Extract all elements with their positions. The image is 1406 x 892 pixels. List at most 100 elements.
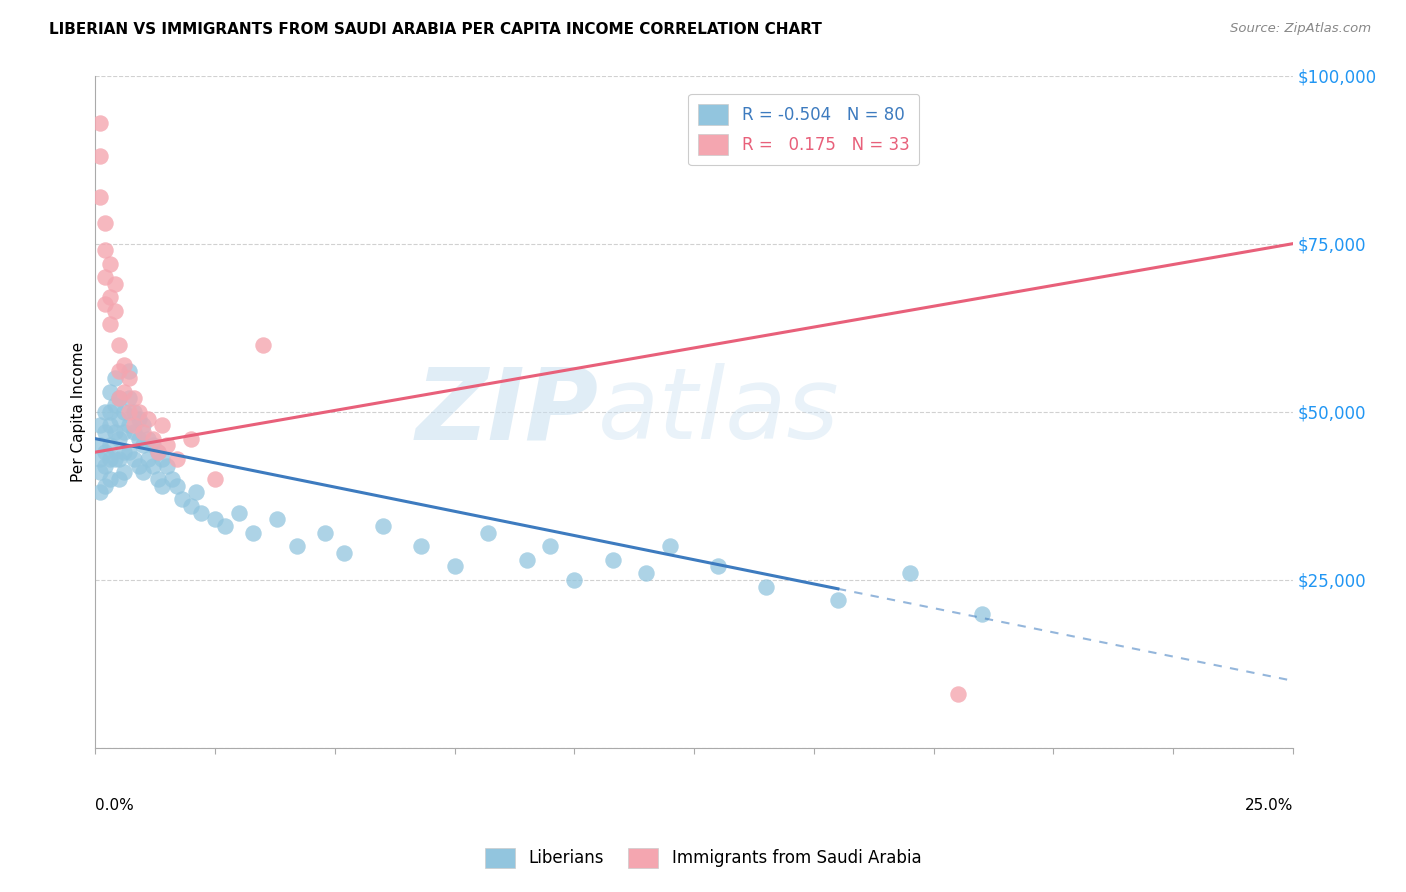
Point: [156, 438, 179, 452]
Point: [108, 451, 131, 466]
Point: [122, 451, 145, 466]
Point: [94, 270, 117, 285]
Point: [98, 405, 121, 419]
Point: [112, 405, 135, 419]
Point: [371, 519, 394, 533]
Point: [152, 479, 174, 493]
Point: [122, 405, 145, 419]
Point: [94, 458, 117, 473]
Point: [94, 405, 117, 419]
Point: [94, 244, 117, 258]
Point: [112, 358, 135, 372]
Point: [98, 472, 121, 486]
Point: [94, 297, 117, 311]
Point: [132, 425, 155, 439]
Point: [89, 465, 111, 479]
Point: [285, 539, 308, 553]
Point: [170, 492, 193, 507]
Point: [152, 418, 174, 433]
Point: [112, 445, 135, 459]
Point: [108, 432, 131, 446]
Point: [128, 411, 150, 425]
Point: [118, 364, 141, 378]
Legend: R = -0.504   N = 80, R =   0.175   N = 33: R = -0.504 N = 80, R = 0.175 N = 33: [689, 94, 920, 165]
Point: [204, 472, 226, 486]
Point: [112, 425, 135, 439]
Point: [94, 445, 117, 459]
Point: [122, 418, 145, 433]
Point: [214, 519, 236, 533]
Point: [477, 525, 499, 540]
Point: [146, 472, 169, 486]
Point: [94, 217, 117, 231]
Point: [314, 525, 336, 540]
Point: [142, 438, 165, 452]
Point: [103, 451, 125, 466]
Point: [94, 479, 117, 493]
Point: [333, 546, 356, 560]
Point: [98, 290, 121, 304]
Point: [122, 392, 145, 406]
Point: [89, 438, 111, 452]
Point: [112, 465, 135, 479]
Point: [98, 257, 121, 271]
Point: [204, 512, 226, 526]
Point: [180, 432, 202, 446]
Point: [98, 384, 121, 399]
Point: [136, 451, 159, 466]
Point: [152, 451, 174, 466]
Point: [242, 525, 264, 540]
Point: [118, 371, 141, 385]
Point: [108, 392, 131, 406]
Text: LIBERIAN VS IMMIGRANTS FROM SAUDI ARABIA PER CAPITA INCOME CORRELATION CHART: LIBERIAN VS IMMIGRANTS FROM SAUDI ARABIA…: [49, 22, 823, 37]
Point: [166, 479, 188, 493]
Point: [98, 418, 121, 433]
Point: [98, 451, 121, 466]
Point: [132, 438, 155, 452]
Point: [118, 445, 141, 459]
Point: [142, 432, 165, 446]
Point: [108, 411, 131, 425]
Point: [112, 384, 135, 399]
Y-axis label: Per Capita Income: Per Capita Income: [72, 342, 86, 482]
Point: [970, 607, 993, 621]
Point: [136, 432, 159, 446]
Text: ZIP: ZIP: [415, 363, 599, 460]
Point: [602, 553, 624, 567]
Point: [118, 418, 141, 433]
Point: [160, 472, 183, 486]
Point: [443, 559, 465, 574]
Point: [707, 559, 730, 574]
Point: [128, 432, 150, 446]
Point: [122, 425, 145, 439]
Point: [636, 566, 658, 581]
Point: [89, 451, 111, 466]
Point: [132, 418, 155, 433]
Point: [142, 458, 165, 473]
Point: [166, 451, 188, 466]
Point: [89, 189, 111, 203]
Point: [108, 392, 131, 406]
Point: [89, 485, 111, 500]
Legend: Liberians, Immigrants from Saudi Arabia: Liberians, Immigrants from Saudi Arabia: [478, 841, 928, 875]
Point: [103, 277, 125, 291]
Point: [827, 593, 849, 607]
Point: [103, 398, 125, 412]
Point: [190, 506, 212, 520]
Point: [103, 425, 125, 439]
Point: [89, 149, 111, 163]
Point: [515, 553, 537, 567]
Point: [180, 499, 202, 513]
Text: Source: ZipAtlas.com: Source: ZipAtlas.com: [1230, 22, 1371, 36]
Point: [659, 539, 682, 553]
Point: [946, 687, 969, 701]
Point: [103, 371, 125, 385]
Text: 25.0%: 25.0%: [1244, 798, 1294, 814]
Point: [898, 566, 921, 581]
Point: [146, 445, 169, 459]
Point: [108, 364, 131, 378]
Point: [98, 438, 121, 452]
Point: [89, 418, 111, 433]
Point: [266, 512, 288, 526]
Point: [228, 506, 250, 520]
